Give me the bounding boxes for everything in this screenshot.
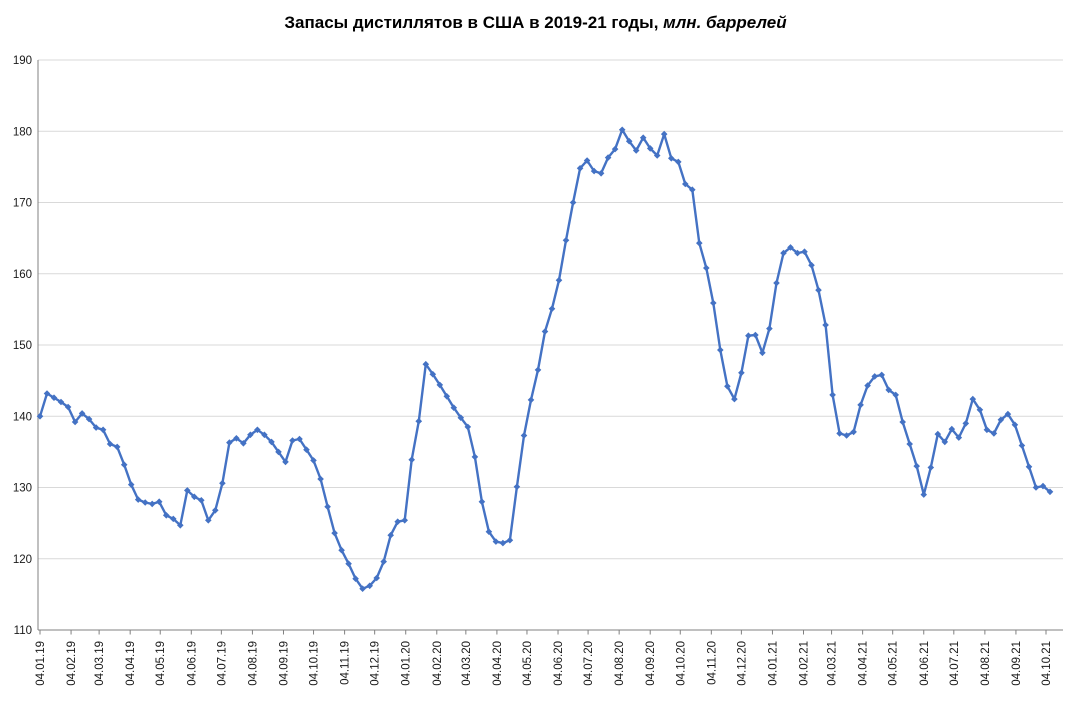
- x-axis-tick-label: 04.07.21: [949, 641, 961, 686]
- x-axis-tick-label: 04.09.19: [278, 641, 290, 686]
- x-axis-tick-label: 04.04.20: [492, 641, 504, 686]
- x-axis-tick-label: 04.12.20: [736, 641, 748, 686]
- x-axis-tick-label: 04.01.20: [401, 641, 413, 686]
- x-axis-tick-label: 04.08.19: [247, 641, 259, 686]
- x-axis-tick-label: 04.08.21: [980, 641, 992, 686]
- x-axis-tick-label: 04.05.21: [888, 641, 900, 686]
- x-axis-tick-label: 04.03.20: [461, 641, 473, 686]
- x-axis-tick-label: 04.04.19: [125, 641, 137, 686]
- x-axis-tick-label: 04.06.21: [919, 641, 931, 686]
- x-axis-tick-label: 04.12.19: [370, 641, 382, 686]
- chart-title: Запасы дистиллятов в США в 2019-21 годы,…: [0, 12, 1071, 34]
- y-axis-tick-label: 140: [13, 411, 32, 423]
- chart-title-unit: млн. баррелей: [663, 13, 787, 32]
- x-axis-tick-label: 04.10.20: [675, 641, 687, 686]
- x-axis-tick-label: 04.01.19: [35, 641, 47, 686]
- x-axis-tick-label: 04.07.20: [583, 641, 595, 686]
- x-axis-tick-label: 04.03.21: [827, 641, 839, 686]
- y-axis-tick-label: 130: [13, 483, 32, 495]
- x-axis-tick-label: 04.10.21: [1041, 641, 1053, 686]
- y-axis-tick-label: 180: [13, 126, 32, 138]
- y-axis-tick-label: 120: [13, 554, 32, 566]
- x-axis-tick-label: 04.02.20: [432, 641, 444, 686]
- chart-title-separator: ,: [653, 13, 664, 32]
- x-axis-tick-label: 04.11.19: [340, 641, 352, 685]
- data-point-markers: [36, 126, 1054, 592]
- y-axis-tick-label: 160: [13, 269, 32, 281]
- x-axis-tick-label: 04.09.20: [645, 641, 657, 686]
- x-axis-tick-label: 04.08.20: [614, 641, 626, 686]
- x-axis-tick-label: 04.05.19: [155, 641, 167, 686]
- x-axis-tick-label: 04.10.19: [309, 641, 321, 686]
- x-axis-tick-label: 04.11.20: [706, 641, 718, 685]
- x-axis-tick-label: 04.09.21: [1011, 641, 1023, 686]
- data-line: [38, 128, 1052, 590]
- x-axis-tick-label: 04.07.19: [216, 641, 228, 686]
- y-axis-tick-label: 110: [14, 625, 32, 637]
- x-axis-tick-label: 04.03.19: [94, 641, 106, 686]
- x-axis-tick-label: 04.04.21: [858, 641, 870, 686]
- y-axis-tick-label: 190: [13, 55, 32, 67]
- chart-title-main: Запасы дистиллятов в США в 2019-21 годы: [284, 13, 654, 32]
- y-axis-tick-label: 150: [13, 340, 32, 352]
- x-axis-tick-label: 04.02.19: [66, 641, 78, 686]
- x-axis-tick-label: 04.01.21: [767, 641, 779, 686]
- x-axis-tick-label: 04.06.20: [553, 641, 565, 686]
- x-axis-tick-label: 04.05.20: [522, 641, 534, 686]
- y-axis-tick-label: 170: [13, 198, 32, 210]
- x-axis-tick-label: 04.06.19: [186, 641, 198, 686]
- x-axis-tick-label: 04.02.21: [799, 641, 811, 686]
